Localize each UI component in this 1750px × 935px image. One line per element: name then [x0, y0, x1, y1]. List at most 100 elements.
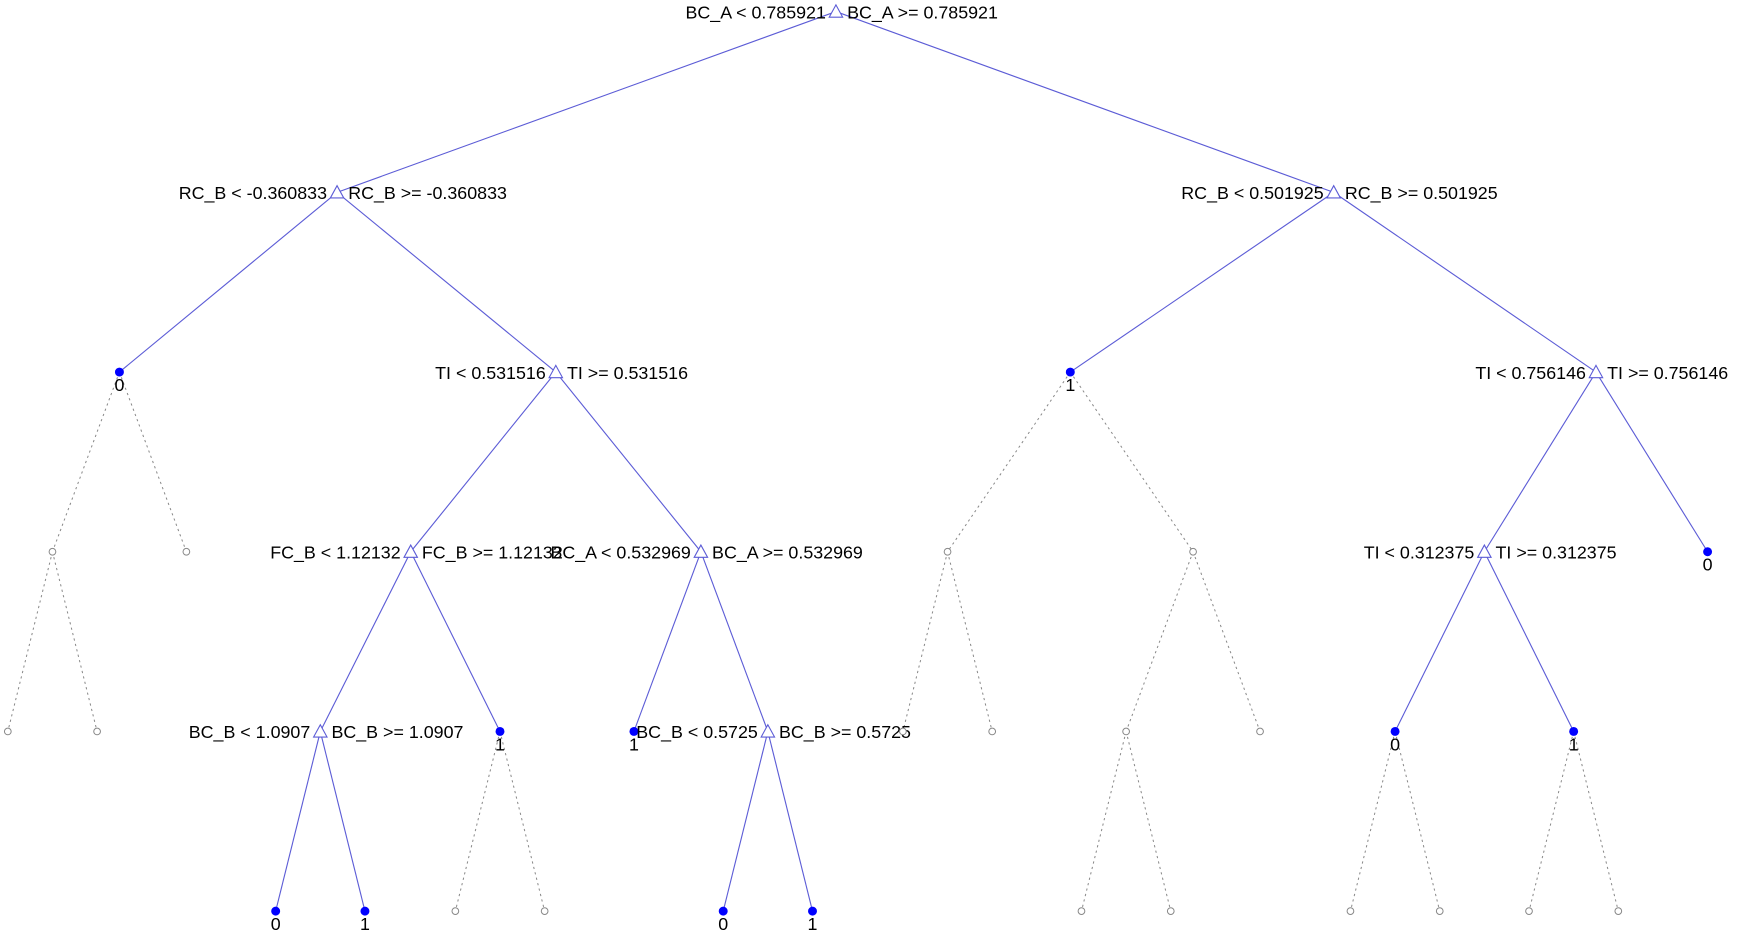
split-node[interactable]: BC_B < 0.5725 BC_B >= 0.5725: [636, 722, 911, 743]
split-rule-right: TI >= 0.756146: [1607, 363, 1728, 383]
pruned-branch-edge: [7, 551, 53, 732]
leaf-class-label: 1: [495, 734, 505, 754]
split-rule-left: BC_B < 1.0907: [189, 722, 311, 743]
leaf-dot-icon: [1065, 367, 1075, 377]
pruned-node-icon: [93, 727, 101, 736]
split-rule-right: FC_B >= 1.12132: [422, 542, 563, 563]
leaf-node[interactable]: 1: [495, 726, 505, 754]
leaf-node[interactable]: 1: [360, 906, 370, 934]
pruned-node-icon: [3, 727, 12, 736]
pruned-node[interactable]: [1122, 727, 1130, 736]
branch-edge: [336, 11, 837, 193]
pruned-node-icon: [1122, 727, 1130, 736]
leaf-node[interactable]: 1: [1569, 726, 1579, 754]
pruned-node[interactable]: [1077, 907, 1086, 915]
split-node[interactable]: RC_B < 0.501925 RC_B >= 0.501925: [1181, 183, 1497, 204]
leaf-class-label: 1: [808, 914, 818, 934]
pruned-node[interactable]: [1525, 907, 1533, 915]
split-rule-right: TI >= 0.531516: [567, 363, 688, 383]
pruned-node[interactable]: [540, 907, 549, 915]
pruned-node-icon: [1189, 547, 1197, 556]
leaf-class-label: 1: [360, 914, 370, 934]
pruned-node[interactable]: [1166, 907, 1175, 915]
branch-edge: [1333, 191, 1597, 373]
leaf-node[interactable]: 0: [1390, 726, 1400, 754]
pruned-branch-edge: [947, 371, 1071, 553]
pruned-node[interactable]: [451, 907, 460, 915]
branch-edge: [633, 551, 702, 732]
pruned-node[interactable]: [943, 547, 952, 556]
pruned-node-icon: [1614, 907, 1623, 915]
branch-edge: [555, 371, 702, 553]
split-node[interactable]: RC_B < -0.360833 RC_B >= -0.360833: [179, 183, 507, 204]
pruned-node[interactable]: [182, 547, 191, 556]
leaf-node[interactable]: 0: [1703, 547, 1713, 575]
split-rule-right: BC_A >= 0.532969: [712, 542, 863, 563]
pruned-node-icon: [540, 907, 549, 915]
split-rule-right: BC_A >= 0.785921: [847, 2, 998, 23]
split-node[interactable]: TI < 0.756146 TI >= 0.756146: [1475, 363, 1728, 383]
split-triangle-icon: [329, 184, 345, 199]
pruned-branch-edge: [1125, 551, 1194, 732]
split-rule-left: TI < 0.531516: [435, 363, 546, 383]
split-triangle-icon: [1476, 543, 1493, 558]
leaf-dot-icon: [1390, 726, 1400, 736]
split-rule-left: BC_A < 0.532969: [550, 542, 690, 563]
pruned-branch-edge: [51, 551, 98, 732]
split-rule-right: BC_B >= 1.0907: [331, 722, 463, 743]
split-triangle-icon: [403, 543, 419, 558]
pruned-node[interactable]: [3, 727, 12, 736]
branch-edge: [1483, 371, 1597, 553]
pruned-node-icon: [1525, 907, 1533, 915]
tree-edges: [7, 11, 1709, 912]
pruned-node-icon: [1346, 907, 1355, 915]
leaf-node[interactable]: 0: [271, 906, 281, 934]
branch-edge: [319, 551, 412, 732]
pruned-branch-edge: [454, 731, 501, 912]
pruned-branch-edge: [118, 371, 187, 552]
pruned-node[interactable]: [988, 727, 997, 736]
pruned-node[interactable]: [1189, 547, 1197, 556]
pruned-node[interactable]: [93, 727, 101, 736]
split-node[interactable]: FC_B < 1.12132 FC_B >= 1.12132: [270, 542, 563, 563]
pruned-branch-edge: [1125, 731, 1172, 912]
leaf-dot-icon: [1569, 726, 1579, 736]
split-triangle-icon: [693, 543, 709, 558]
pruned-node[interactable]: [1256, 727, 1264, 736]
pruned-node[interactable]: [1435, 907, 1444, 915]
leaf-class-label: 1: [1569, 734, 1579, 754]
leaf-class-label: 0: [1390, 734, 1400, 754]
split-rule-right: RC_B >= -0.360833: [348, 183, 507, 204]
leaf-dot-icon: [1703, 547, 1713, 557]
branch-edge: [1394, 551, 1485, 732]
split-rule-left: TI < 0.312375: [1364, 542, 1475, 562]
split-triangle-icon: [312, 723, 328, 738]
leaf-dot-icon: [718, 906, 728, 916]
split-node[interactable]: TI < 0.312375 TI >= 0.312375: [1364, 542, 1617, 562]
pruned-node-icon: [451, 907, 460, 915]
pruned-node[interactable]: [899, 727, 907, 736]
split-node[interactable]: BC_A < 0.785921 BC_A >= 0.785921: [686, 2, 998, 23]
tree-nodes: BC_A < 0.785921 BC_A >= 0.785921 RC_B < -0…: [3, 2, 1728, 934]
leaf-node[interactable]: 1: [808, 906, 818, 934]
pruned-node-icon: [988, 727, 997, 736]
leaf-node[interactable]: 1: [1065, 367, 1075, 395]
branch-edge: [1483, 551, 1575, 732]
split-rule-left: FC_B < 1.12132: [270, 542, 401, 563]
split-node[interactable]: BC_A < 0.532969 BC_A >= 0.532969: [550, 542, 862, 563]
leaf-class-label: 0: [1703, 555, 1713, 575]
pruned-node-icon: [182, 547, 191, 556]
leaf-node[interactable]: 0: [718, 906, 728, 934]
split-node[interactable]: BC_B < 1.0907 BC_B >= 1.0907: [189, 722, 464, 743]
leaf-class-label: 1: [629, 734, 639, 754]
pruned-branch-edge: [947, 551, 993, 732]
leaf-dot-icon: [114, 367, 124, 377]
leaf-node[interactable]: 1: [629, 726, 639, 754]
pruned-node[interactable]: [48, 547, 57, 556]
pruned-node[interactable]: [1346, 907, 1355, 915]
branch-edge: [700, 551, 769, 732]
branch-edge: [767, 731, 814, 912]
leaf-node[interactable]: 0: [114, 367, 124, 395]
split-node[interactable]: TI < 0.531516 TI >= 0.531516: [435, 363, 688, 383]
pruned-node[interactable]: [1614, 907, 1623, 915]
